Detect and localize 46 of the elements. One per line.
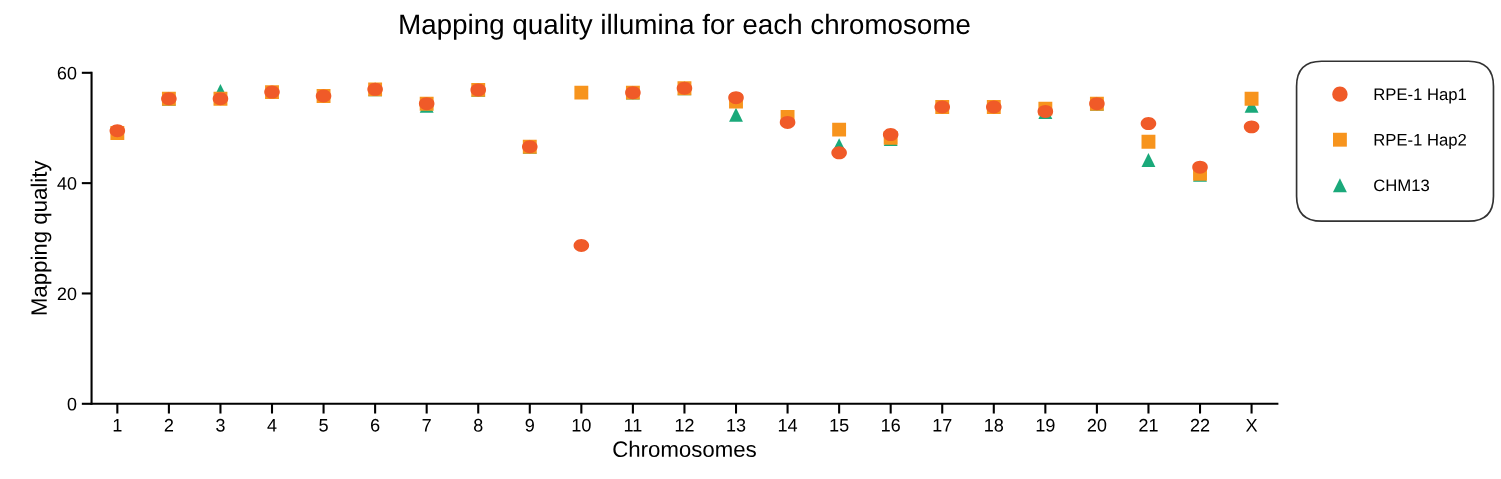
legend-label: RPE-1 Hap2 <box>1374 133 1466 149</box>
chart-title: Mapping quality illumina for each chromosome <box>400 13 970 40</box>
x-tick-label: 12 <box>675 418 694 432</box>
y-axis-title: Mapping quality <box>30 160 52 315</box>
x-tick-label: 20 <box>1087 418 1107 432</box>
x-tick-label: 11 <box>624 419 642 432</box>
x-tick-label: X <box>1245 419 1258 432</box>
y-tick-label: 0 <box>67 397 77 411</box>
x-tick-label: 1 <box>113 419 122 432</box>
x-tick-label: 16 <box>882 418 900 432</box>
point <box>1244 91 1259 106</box>
point <box>1141 134 1156 149</box>
point <box>1141 153 1156 167</box>
x-tick-label: 6 <box>371 418 380 432</box>
point <box>573 238 590 252</box>
x-tick-label: 7 <box>422 419 431 432</box>
y-tick-label: 60 <box>57 66 77 80</box>
point <box>728 91 744 105</box>
x-tick-label: 13 <box>727 418 746 432</box>
x-tick-label: 19 <box>1036 418 1055 432</box>
x-tick-label: 5 <box>319 419 328 432</box>
point <box>832 122 847 137</box>
y-tick-label: 40 <box>57 177 77 190</box>
point <box>1243 120 1260 134</box>
legend-label: CHM13 <box>1374 179 1430 192</box>
legend-label: RPE-1 Hap1 <box>1374 88 1466 104</box>
x-tick-label: 8 <box>474 418 483 432</box>
x-tick-label: 22 <box>1190 418 1210 432</box>
x-tick-label: 17 <box>933 419 952 432</box>
x-axis-title: Chromosomes <box>613 440 756 458</box>
x-tick-label: 14 <box>778 419 798 432</box>
point <box>574 85 589 100</box>
point <box>1140 117 1157 131</box>
x-tick-label: 15 <box>830 419 849 432</box>
y-tick-label: 20 <box>57 287 77 301</box>
x-tick-label: 21 <box>1139 418 1158 432</box>
x-tick-label: 3 <box>216 418 225 432</box>
point <box>779 115 796 129</box>
x-tick-label: 9 <box>525 418 534 432</box>
point <box>1192 160 1208 174</box>
point <box>729 107 743 122</box>
x-tick-label: 18 <box>985 418 1004 432</box>
point <box>831 146 847 160</box>
x-tick-label: 2 <box>164 418 174 432</box>
x-tick-label: 10 <box>572 418 591 432</box>
x-tick-label: 4 <box>267 419 277 432</box>
